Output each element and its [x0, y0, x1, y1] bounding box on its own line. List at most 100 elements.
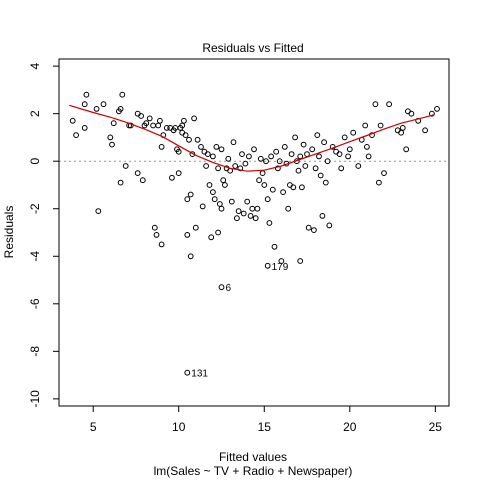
data-point	[93, 106, 100, 112]
data-point	[259, 170, 266, 177]
data-point	[169, 174, 175, 181]
data-point	[295, 167, 302, 174]
data-point	[275, 165, 281, 172]
x-tick-label: 20	[343, 420, 357, 434]
data-point	[216, 201, 223, 207]
plot-frame	[58, 58, 450, 407]
point-label: 131	[191, 369, 208, 380]
x-tick-label: 25	[429, 420, 443, 434]
data-point	[269, 186, 276, 193]
data-point	[264, 196, 271, 203]
data-point	[220, 177, 227, 184]
data-point	[345, 153, 352, 160]
data-point	[333, 148, 340, 155]
data-point	[158, 241, 165, 248]
data-point	[222, 182, 228, 188]
data-point	[138, 113, 145, 119]
y-tick-label: -4	[28, 251, 42, 262]
data-point	[146, 115, 153, 122]
data-point	[249, 205, 256, 212]
y-tick-label: -8	[28, 346, 42, 357]
data-point	[175, 148, 182, 155]
x-tick-label: 10	[172, 420, 186, 434]
x-axis: 5 10 15 20 25	[90, 405, 443, 434]
data-point	[376, 179, 382, 186]
data-point	[73, 132, 79, 139]
data-point	[100, 101, 107, 108]
data-point	[276, 158, 283, 165]
data-point	[280, 189, 287, 196]
data-point	[341, 134, 348, 141]
data-point	[300, 141, 307, 148]
data-point	[218, 146, 225, 153]
data-point	[321, 139, 328, 146]
data-point	[314, 132, 321, 139]
data-point	[346, 146, 353, 153]
data-point	[273, 148, 280, 155]
data-point	[338, 165, 345, 172]
data-point	[305, 224, 312, 231]
data-point	[372, 101, 379, 108]
data-point	[381, 170, 387, 177]
data-point	[311, 227, 317, 234]
data-point	[122, 163, 129, 169]
data-point	[204, 151, 211, 158]
data-point	[278, 258, 285, 264]
data-point	[244, 198, 251, 205]
data-point	[225, 155, 232, 162]
data-point	[398, 129, 405, 136]
data-point	[117, 106, 124, 112]
data-point	[199, 203, 206, 210]
data-point	[365, 153, 372, 160]
data-point	[234, 215, 240, 222]
data-point	[288, 151, 295, 158]
data-point	[292, 134, 299, 141]
data-point	[309, 146, 316, 153]
data-point	[251, 146, 257, 153]
data-point	[256, 177, 263, 184]
data-point	[203, 163, 210, 169]
y-tick-label: 0	[28, 158, 42, 165]
data-point	[266, 220, 273, 226]
data-point	[215, 165, 222, 172]
x-tick-label: 15	[258, 420, 272, 434]
data-point	[187, 191, 194, 198]
data-point	[83, 91, 90, 98]
data-point	[237, 165, 244, 172]
data-point	[312, 165, 319, 172]
data-point	[285, 205, 292, 212]
data-point	[429, 110, 435, 117]
data-point	[187, 253, 194, 260]
data-point	[107, 134, 114, 141]
data-point	[261, 182, 268, 188]
data-point	[155, 122, 162, 129]
y-tick-label: -2	[28, 203, 42, 214]
data-point	[182, 132, 189, 139]
smoother-line	[69, 104, 434, 172]
x-tick-label: 5	[90, 420, 97, 434]
data-point	[201, 148, 208, 155]
data-point	[297, 258, 304, 264]
data-point	[408, 110, 415, 117]
data-point	[240, 210, 247, 217]
data-point	[163, 125, 170, 131]
data-point	[210, 153, 216, 160]
chart-subtitle: lm(Sales ~ TV + Radio + Newspaper)	[154, 464, 353, 478]
data-point	[326, 222, 333, 229]
data-point	[252, 215, 259, 222]
data-point	[194, 136, 201, 143]
data-point	[210, 189, 216, 196]
data-point	[302, 163, 309, 169]
data-point	[95, 208, 102, 215]
data-point	[355, 163, 362, 169]
data-point	[134, 170, 141, 177]
data-point	[211, 196, 218, 203]
data-point	[324, 158, 331, 165]
data-point	[175, 170, 182, 177]
data-point	[246, 153, 252, 160]
data-point	[377, 122, 384, 129]
data-point	[316, 153, 322, 160]
chart-title: Residuals vs Fitted	[202, 41, 303, 55]
data-point	[198, 144, 204, 150]
